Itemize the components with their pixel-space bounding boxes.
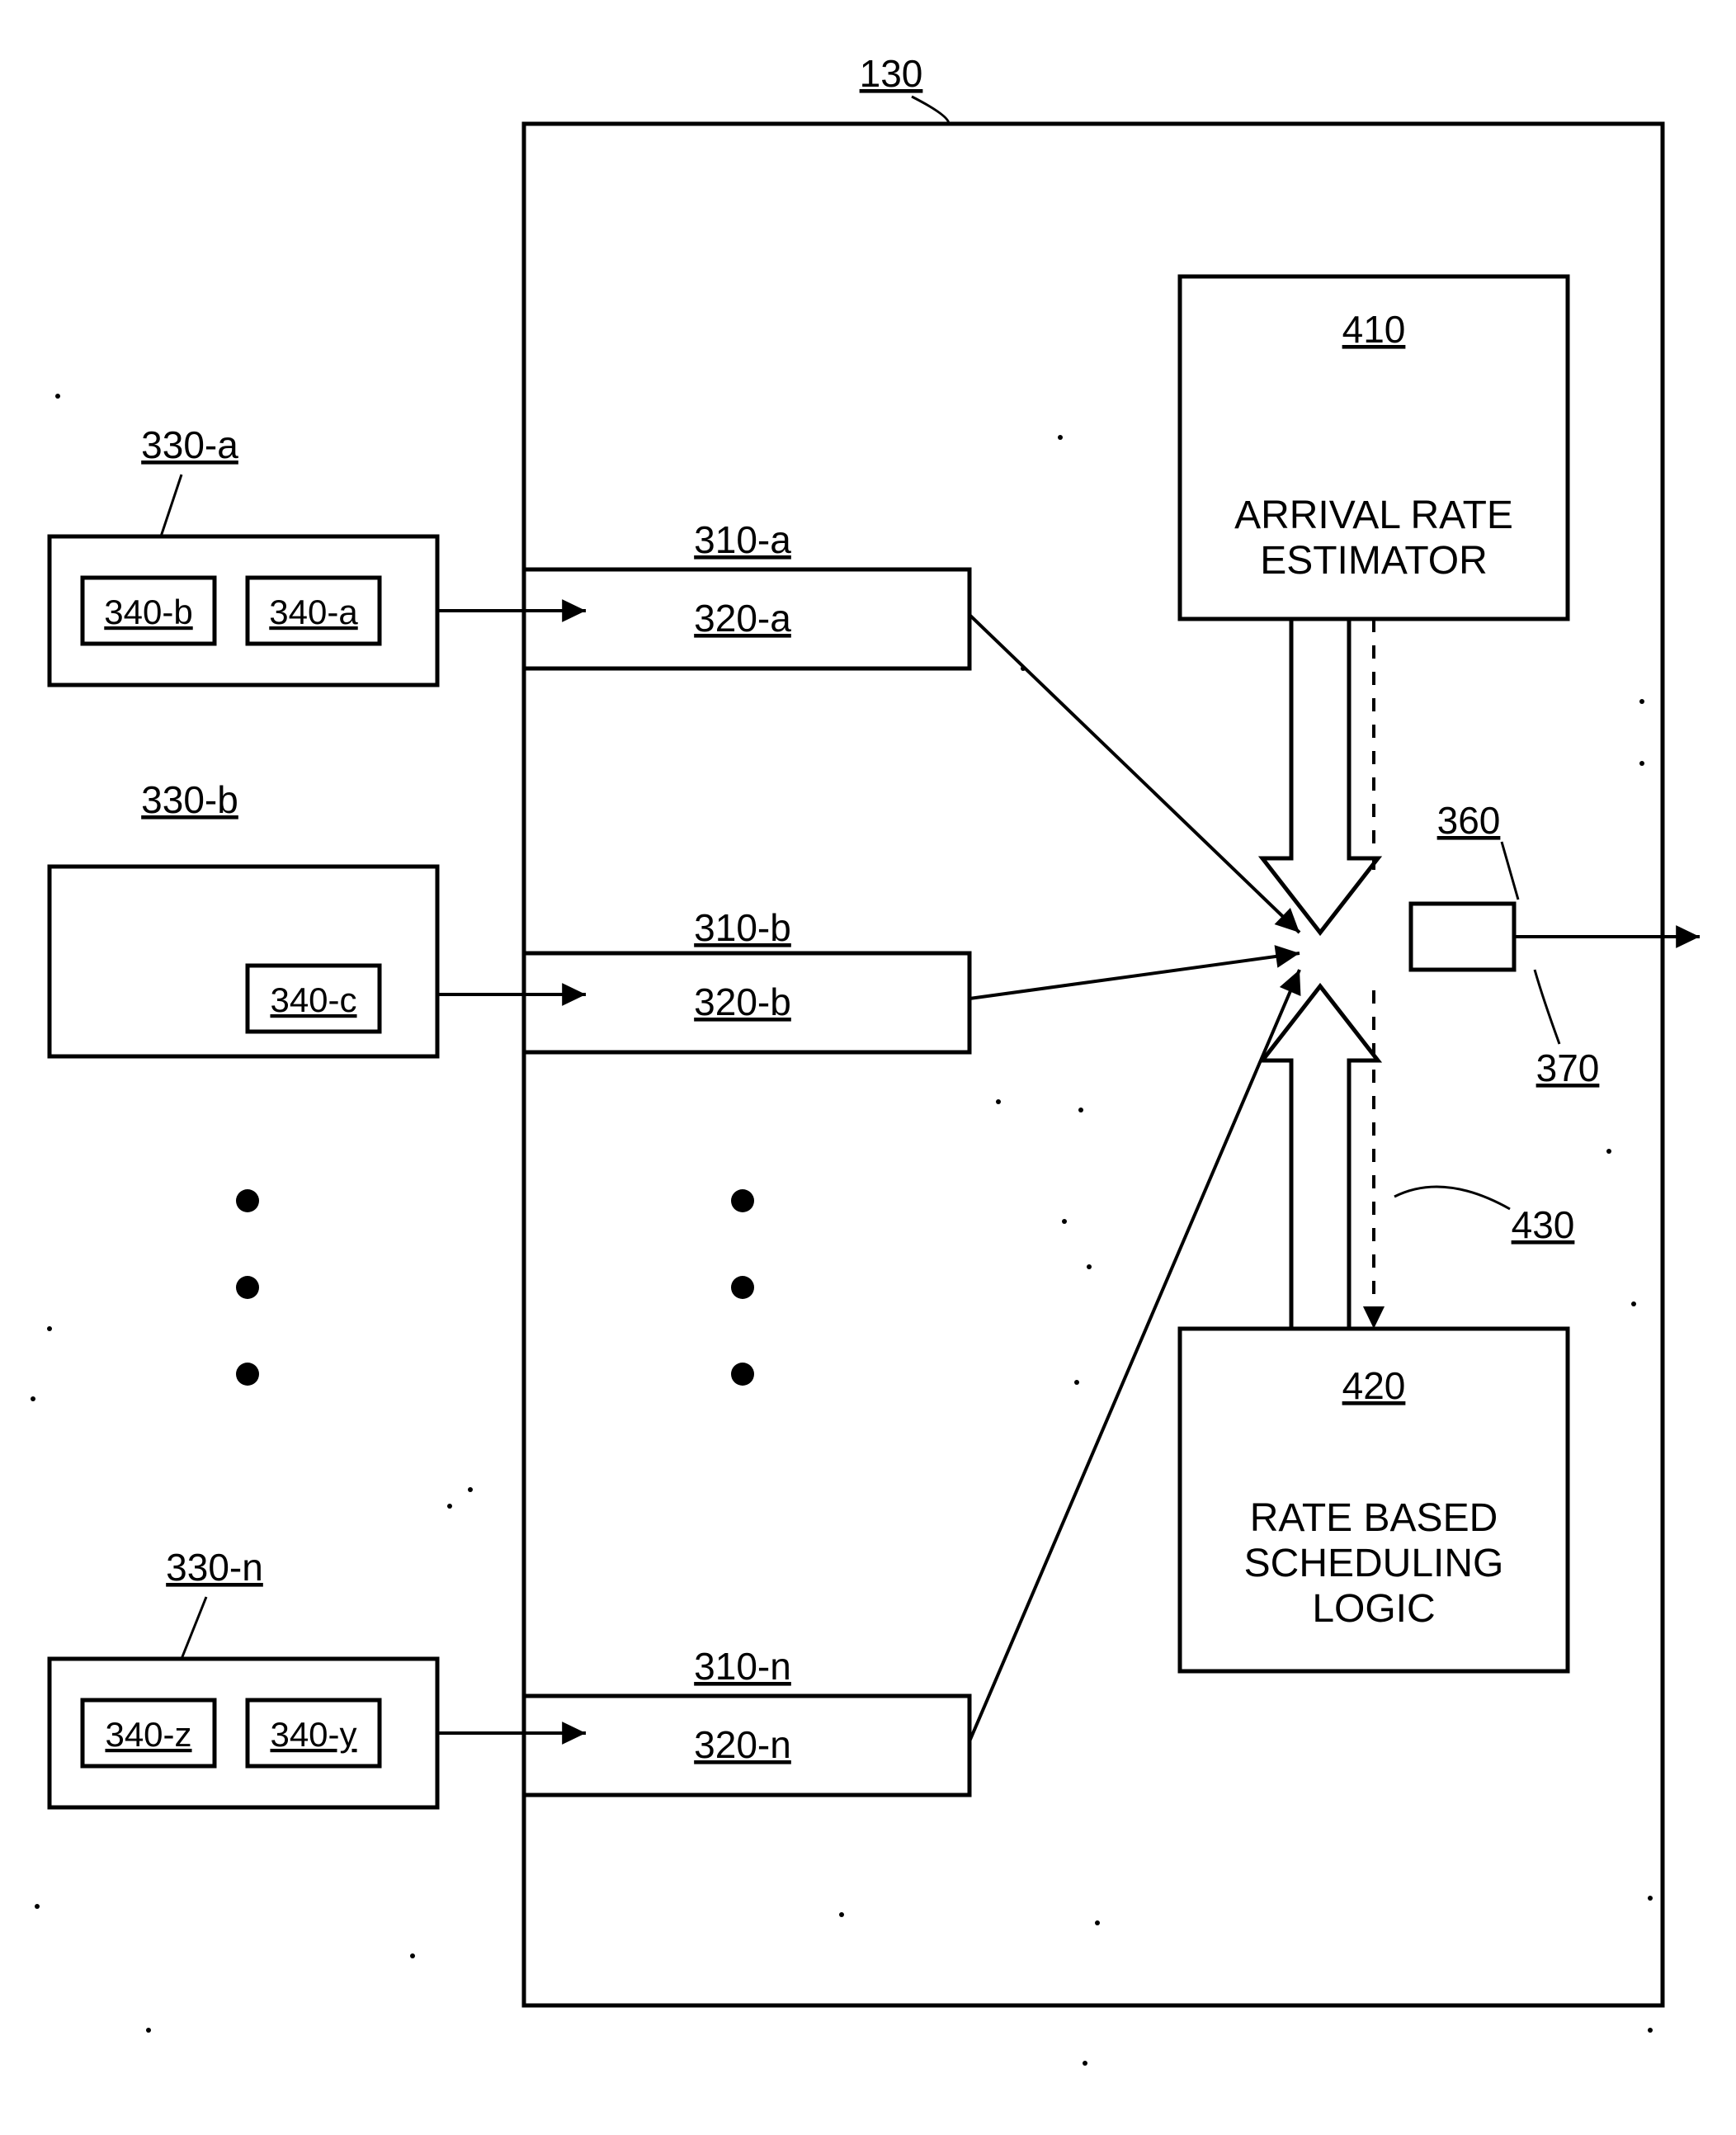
- artifact-dot: [1648, 2028, 1653, 2033]
- vdots-1-1: [731, 1276, 754, 1299]
- queue-inner-0: 320-a: [694, 597, 791, 640]
- estimator-text-0: ARRIVAL RATE: [1234, 494, 1513, 537]
- artifact-dot: [1087, 1264, 1092, 1269]
- artifact-dot: [1648, 1896, 1653, 1901]
- source-label-2: 330-n: [166, 1546, 263, 1589]
- ref-370: 370: [1536, 1046, 1600, 1089]
- ref-360: 360: [1437, 799, 1501, 842]
- vdots-1-2: [731, 1363, 754, 1386]
- artifact-dot: [1074, 1380, 1079, 1385]
- ref-410: 410: [1342, 308, 1406, 351]
- source-item-label-0-1: 340-a: [269, 593, 358, 631]
- estimator-text-1: ESTIMATOR: [1260, 539, 1488, 583]
- scheduler-text-0: RATE BASED: [1250, 1496, 1498, 1540]
- artifact-dot: [1606, 1149, 1611, 1154]
- source-label-0: 330-a: [141, 423, 238, 466]
- artifact-dot: [47, 1326, 52, 1331]
- artifact-dot: [146, 2028, 151, 2033]
- scheduler-text-1: SCHEDULING: [1244, 1542, 1504, 1585]
- queue-inner-2: 320-n: [694, 1723, 791, 1766]
- source-item-label-2-1: 340-y: [270, 1715, 356, 1754]
- queue-label-1: 310-b: [694, 906, 791, 949]
- artifact-dot: [996, 1099, 1001, 1104]
- artifact-dot: [1639, 761, 1644, 766]
- artifact-dot: [1639, 699, 1644, 704]
- queue-inner-1: 320-b: [694, 980, 791, 1023]
- artifact-dot: [55, 394, 60, 399]
- artifact-dot: [1095, 1920, 1100, 1925]
- vdots-0-2: [236, 1363, 259, 1386]
- ref-420: 420: [1342, 1364, 1406, 1407]
- artifact-dot: [1062, 1219, 1067, 1224]
- artifact-dot: [1058, 435, 1063, 440]
- diagram-canvas: 130 410 ARRIVAL RATEESTIMATOR 420 RATE BASED…: [0, 0, 1736, 2135]
- queue-label-0: 310-a: [694, 518, 791, 561]
- vdots-0-1: [236, 1276, 259, 1299]
- artifact-dot: [468, 1487, 473, 1492]
- artifact-dot: [31, 1396, 35, 1401]
- source-item-label-1-0: 340-c: [270, 980, 356, 1019]
- vdots-1-0: [731, 1189, 754, 1212]
- artifact-dot: [35, 1904, 40, 1909]
- scheduler-text-2: LOGIC: [1312, 1587, 1435, 1631]
- main-ref-130: 130: [860, 52, 923, 95]
- source-label-1: 330-b: [141, 778, 238, 821]
- vdots-0-0: [236, 1189, 259, 1212]
- artifact-dot: [839, 1912, 844, 1917]
- source-item-label-0-0: 340-b: [104, 593, 192, 631]
- queue-label-2: 310-n: [694, 1645, 791, 1688]
- artifact-dot: [410, 1953, 415, 1958]
- artifact-dot: [1631, 1301, 1636, 1306]
- background: [0, 0, 1736, 2135]
- ref-430: 430: [1512, 1203, 1575, 1246]
- artifact-dot: [1083, 2061, 1087, 2066]
- artifact-dot: [447, 1504, 452, 1509]
- source-item-label-2-0: 340-z: [105, 1715, 191, 1754]
- artifact-dot: [1078, 1108, 1083, 1112]
